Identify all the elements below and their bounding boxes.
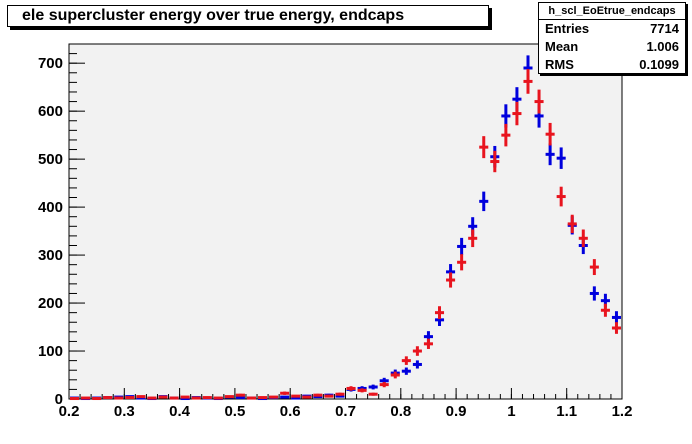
data-point bbox=[169, 396, 179, 400]
data-point bbox=[92, 397, 102, 401]
data-point bbox=[357, 388, 367, 393]
x-tick-label: 0.5 bbox=[224, 403, 245, 420]
data-point bbox=[147, 396, 157, 400]
stats-row-mean: Mean 1.006 bbox=[545, 38, 679, 56]
y-tick-label: 700 bbox=[38, 55, 63, 72]
data-point bbox=[324, 394, 334, 398]
data-point bbox=[457, 254, 467, 271]
plot-frame bbox=[68, 43, 623, 400]
stats-row-entries: Entries 7714 bbox=[545, 20, 679, 38]
x-tick-label: 0.4 bbox=[169, 403, 191, 420]
data-point bbox=[479, 136, 489, 159]
y-tick-label: 600 bbox=[38, 103, 63, 120]
data-point bbox=[545, 143, 555, 166]
y-tick-label: 300 bbox=[38, 247, 63, 264]
data-point bbox=[611, 311, 621, 324]
data-point bbox=[246, 396, 257, 400]
data-point bbox=[368, 384, 378, 390]
data-point bbox=[390, 371, 400, 379]
data-point bbox=[556, 186, 566, 207]
data-point bbox=[401, 367, 411, 375]
data-point bbox=[280, 395, 290, 399]
data-point bbox=[523, 69, 533, 94]
stats-label: Mean bbox=[545, 39, 579, 54]
data-point bbox=[81, 396, 91, 400]
data-point bbox=[401, 356, 411, 365]
data-point bbox=[600, 303, 610, 317]
data-point bbox=[490, 150, 500, 173]
data-point bbox=[346, 386, 356, 391]
data-point bbox=[412, 360, 422, 369]
data-point bbox=[313, 393, 323, 397]
title-box: ele supercluster energy over true energy… bbox=[7, 5, 489, 27]
data-point bbox=[202, 396, 212, 400]
data-point bbox=[567, 214, 577, 234]
data-markers bbox=[70, 55, 621, 401]
y-tick-label: 400 bbox=[38, 199, 63, 216]
x-tick-label: 0.8 bbox=[390, 403, 411, 420]
data-point bbox=[235, 396, 245, 400]
series-red bbox=[70, 69, 621, 401]
x-tick-label: 0.9 bbox=[446, 403, 467, 420]
stats-value: 7714 bbox=[650, 21, 679, 36]
data-point bbox=[589, 259, 599, 276]
data-point bbox=[125, 396, 135, 400]
data-point bbox=[379, 381, 389, 388]
data-point bbox=[224, 395, 234, 399]
stats-box: h_scl_EoEtrue_endcaps Entries 7714 Mean … bbox=[538, 2, 686, 74]
x-tick-label: 1.1 bbox=[556, 403, 577, 420]
stats-histogram-name: h_scl_EoEtrue_endcaps bbox=[539, 3, 685, 20]
chart-title: ele supercluster energy over true energy… bbox=[22, 7, 405, 24]
data-point bbox=[501, 123, 511, 147]
y-tick-label: 100 bbox=[38, 343, 63, 360]
stats-label: Entries bbox=[545, 21, 590, 36]
data-point bbox=[512, 101, 522, 126]
data-point bbox=[213, 396, 223, 400]
data-point bbox=[501, 104, 511, 128]
x-tick-label: 0.6 bbox=[280, 403, 301, 420]
data-point bbox=[545, 122, 555, 146]
data-point bbox=[291, 394, 301, 398]
stats-value: 1.006 bbox=[646, 39, 679, 54]
data-point bbox=[180, 395, 190, 399]
data-point bbox=[302, 395, 312, 399]
data-point bbox=[611, 322, 621, 334]
data-point bbox=[70, 397, 80, 401]
y-tick-label: 0 bbox=[55, 391, 63, 408]
data-point bbox=[434, 306, 445, 320]
data-point bbox=[412, 346, 422, 356]
data-point bbox=[589, 286, 599, 301]
y-tick-label: 200 bbox=[38, 295, 63, 312]
data-point bbox=[191, 396, 201, 400]
data-point bbox=[423, 338, 433, 349]
data-point bbox=[578, 229, 588, 248]
data-point bbox=[103, 396, 113, 400]
x-tick-label: 0.2 bbox=[59, 403, 80, 420]
data-point bbox=[335, 392, 345, 396]
data-point bbox=[269, 395, 279, 399]
data-point bbox=[457, 237, 467, 256]
x-tick-label: 0.3 bbox=[114, 403, 135, 420]
x-tick-label: 1.2 bbox=[612, 403, 633, 420]
data-point bbox=[158, 395, 168, 399]
stats-row-rms: RMS 0.1099 bbox=[545, 56, 679, 74]
data-point bbox=[479, 191, 489, 212]
stats-value: 0.1099 bbox=[639, 57, 679, 72]
data-point bbox=[114, 396, 124, 400]
x-tick-label: 0.7 bbox=[335, 403, 356, 420]
data-point bbox=[468, 229, 478, 248]
stats-label: RMS bbox=[545, 57, 574, 72]
axes: 0.2 0.3 0.4 0.5 0.6 0.7 0.8 0.9 1 1.1 1.2 0 100 200 30… bbox=[38, 43, 633, 420]
data-point bbox=[446, 272, 456, 288]
data-point bbox=[280, 391, 290, 395]
data-point bbox=[258, 396, 268, 400]
x-tick-label: 1 bbox=[507, 403, 515, 420]
y-tick-label: 500 bbox=[38, 151, 63, 168]
data-point bbox=[368, 392, 378, 396]
data-point bbox=[136, 395, 146, 399]
data-point bbox=[556, 147, 566, 169]
data-point bbox=[534, 89, 544, 114]
data-point bbox=[235, 393, 245, 397]
